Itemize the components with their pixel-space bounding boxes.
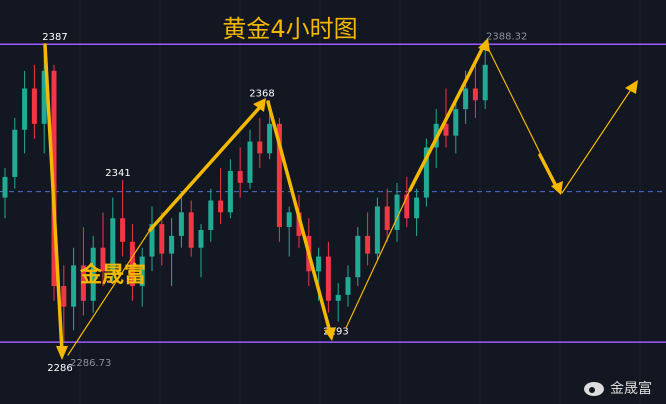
arrow-head bbox=[324, 327, 336, 341]
price-mark: 2286.73 bbox=[70, 358, 111, 369]
candle-body bbox=[325, 256, 331, 301]
footer-brand: 金晟富 bbox=[610, 380, 652, 397]
candle-body bbox=[80, 265, 86, 301]
logo-text: 金晟富 bbox=[79, 262, 146, 288]
chart-title: 黄金4小时图 bbox=[222, 15, 357, 43]
candle-body bbox=[188, 212, 194, 248]
candle-body bbox=[394, 194, 400, 231]
candle-body bbox=[257, 141, 263, 154]
candle-body bbox=[384, 206, 390, 231]
swing-label: 2387 bbox=[42, 32, 67, 43]
arrow bbox=[148, 105, 262, 232]
arrow-head bbox=[625, 80, 638, 94]
candle-body bbox=[247, 141, 253, 183]
swing-label: 2293 bbox=[323, 326, 348, 337]
candle-body bbox=[453, 109, 459, 136]
candle-body bbox=[443, 123, 449, 136]
swing-label: 2368 bbox=[249, 88, 274, 99]
candle-body bbox=[2, 176, 8, 198]
arrow bbox=[561, 87, 633, 194]
candle-body bbox=[414, 197, 420, 219]
candle-body bbox=[169, 235, 175, 254]
candle-body bbox=[129, 241, 135, 287]
candle-body bbox=[374, 206, 380, 254]
price-mark: 2388.32 bbox=[486, 31, 527, 42]
candle-body bbox=[149, 224, 155, 257]
arrow-head bbox=[253, 98, 266, 112]
candle-body bbox=[22, 88, 28, 130]
arrow bbox=[43, 43, 64, 354]
candle-body bbox=[365, 235, 371, 254]
arrow-head bbox=[56, 346, 68, 360]
candle-body bbox=[472, 88, 478, 101]
candle-body bbox=[120, 218, 126, 242]
arrow bbox=[408, 43, 486, 192]
candle-body bbox=[139, 256, 145, 287]
candle-body bbox=[218, 200, 224, 213]
footer-logo bbox=[584, 382, 604, 396]
arrow bbox=[538, 153, 559, 190]
trend-arrows bbox=[43, 38, 638, 360]
swing-label: 2341 bbox=[105, 168, 130, 179]
candle-body bbox=[110, 218, 116, 272]
candle-body bbox=[296, 212, 302, 236]
candle-body bbox=[227, 171, 233, 213]
candle-body bbox=[482, 64, 488, 101]
swing-label: 2286 bbox=[47, 363, 72, 374]
candle-body bbox=[423, 147, 429, 198]
candle-body bbox=[267, 123, 273, 154]
candle-body bbox=[90, 247, 96, 301]
candle-body bbox=[198, 230, 204, 248]
candle-body bbox=[178, 212, 184, 236]
arrow bbox=[345, 189, 411, 329]
candle-body bbox=[345, 277, 351, 295]
arrow bbox=[67, 229, 151, 356]
candle-body bbox=[276, 123, 282, 228]
candle-body bbox=[208, 200, 214, 231]
candle-body bbox=[404, 194, 410, 219]
logo-icon bbox=[589, 387, 595, 393]
candle-body bbox=[41, 70, 47, 124]
arrow-head bbox=[551, 181, 563, 195]
candle-body bbox=[12, 129, 18, 177]
candle-body bbox=[286, 212, 292, 228]
arrow-head bbox=[478, 38, 490, 52]
candle-body bbox=[237, 171, 243, 183]
candle-body bbox=[71, 265, 77, 307]
candle-body bbox=[335, 294, 341, 301]
candle-body bbox=[316, 256, 322, 272]
candle-body bbox=[159, 224, 165, 254]
candle-body bbox=[463, 88, 469, 110]
candle-body bbox=[100, 247, 106, 272]
candle-body bbox=[355, 235, 361, 278]
candle-body bbox=[31, 88, 37, 124]
candle-body bbox=[61, 286, 67, 307]
arrow bbox=[266, 100, 332, 334]
